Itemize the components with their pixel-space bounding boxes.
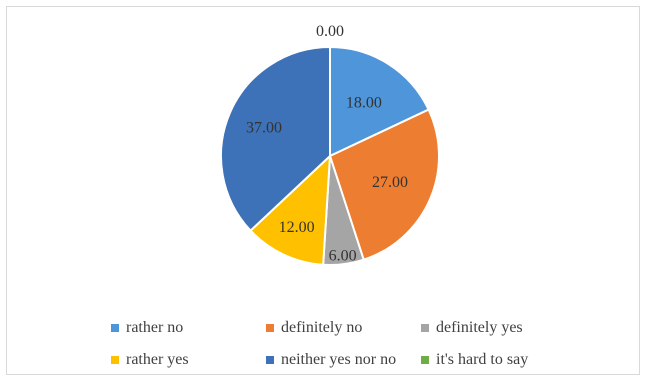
- legend-label-rather-yes: rather yes: [126, 351, 189, 369]
- legend-swatch-rather-yes: [111, 356, 119, 364]
- legend-item-its-hard-to-say: it's hard to say: [421, 351, 528, 369]
- legend-label-its-hard-to-say: it's hard to say: [436, 351, 528, 369]
- data-label-neither-yes-nor-no: 37.00: [246, 119, 282, 136]
- legend-label-neither-yes-nor-no: neither yes nor no: [281, 351, 396, 369]
- legend-swatch-definitely-no: [266, 324, 274, 332]
- legend-swatch-its-hard-to-say: [421, 356, 429, 364]
- legend-swatch-neither-yes-nor-no: [266, 356, 274, 364]
- data-label-definitely-no: 27.00: [372, 174, 408, 191]
- legend-item-definitely-no: definitely no: [266, 319, 362, 337]
- legend-item-definitely-yes: definitely yes: [421, 319, 523, 337]
- data-label-it-s-hard-to-say: 0.00: [316, 23, 344, 40]
- legend-label-definitely-no: definitely no: [281, 319, 362, 337]
- legend-label-definitely-yes: definitely yes: [436, 319, 523, 337]
- legend-item-neither-yes-nor-no: neither yes nor no: [266, 351, 396, 369]
- data-label-rather-yes: 12.00: [279, 219, 315, 236]
- data-label-definitely-yes: 6.00: [329, 247, 357, 264]
- legend-swatch-definitely-yes: [421, 324, 429, 332]
- legend-item-rather-yes: rather yes: [111, 351, 189, 369]
- legend-label-rather-no: rather no: [126, 319, 183, 337]
- legend-swatch-rather-no: [111, 324, 119, 332]
- legend-item-rather-no: rather no: [111, 319, 183, 337]
- chart-frame: 18.00 27.00 6.00 12.00 37.00 0.00 rather no d…: [6, 6, 640, 375]
- data-label-rather-no: 18.00: [346, 95, 382, 112]
